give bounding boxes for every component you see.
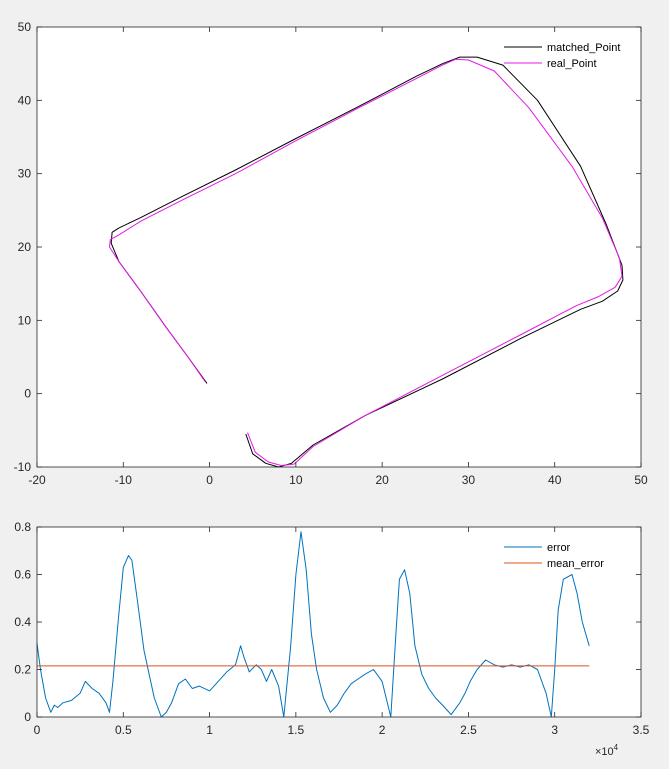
y-tick-label: 0.4 [14,615,31,629]
trajectory-plot-area [37,27,641,467]
x-tick-label: 1 [206,723,213,737]
x-tick-label: 0.5 [115,723,132,737]
legend-entry: real_Point [547,58,597,70]
y-tick-label: 0.8 [14,520,31,534]
x-tick-label: 2.5 [460,723,477,737]
x-tick-label: 10 [289,473,303,487]
error-plot: 0 0.5 1 1.5 2 2.5 3 3.5 0 0.2 0.4 0.6 0.8 error mean_… [14,520,649,758]
x-tick-label: -10 [115,473,133,487]
x-tick-label: -20 [28,473,46,487]
y-tick-label: 0 [24,387,31,401]
x-tick-label: 40 [548,473,562,487]
legend-entry: matched_Point [547,42,620,54]
y-tick-label: 0 [24,710,31,724]
x-tick-label: 30 [462,473,476,487]
series-line-real-point [109,58,623,466]
x-exponent-base: ×10 [595,746,614,758]
x-tick-label: 3.5 [633,723,650,737]
x-tick-label: 2 [379,723,386,737]
x-tick-label: 0 [34,723,41,737]
legend-entry: error [547,542,571,554]
y-tick-label: 0.6 [14,568,31,582]
x-tick-label: 50 [634,473,648,487]
x-tick-label: 0 [206,473,213,487]
y-tick-label: 20 [18,240,32,254]
error-legend: error mean_error [504,542,604,570]
y-tick-label: 30 [18,167,32,181]
x-exponent-power: 4 [614,743,619,752]
x-tick-label: 1.5 [288,723,305,737]
legend-entry: mean_error [547,558,604,570]
y-tick-label: -10 [14,460,32,474]
series-line-error [36,531,590,718]
x-tick-label: 3 [551,723,558,737]
trajectory-legend: matched_Point real_Point [504,42,620,70]
x-tick-label: 20 [375,473,389,487]
y-tick-label: 10 [18,313,32,327]
y-tick-label: 50 [18,20,32,34]
y-tick-label: 0.2 [14,663,31,677]
x-exponent-label: ×104 [595,743,619,758]
error-plot-area [37,527,641,717]
y-tick-label: 40 [18,93,32,107]
